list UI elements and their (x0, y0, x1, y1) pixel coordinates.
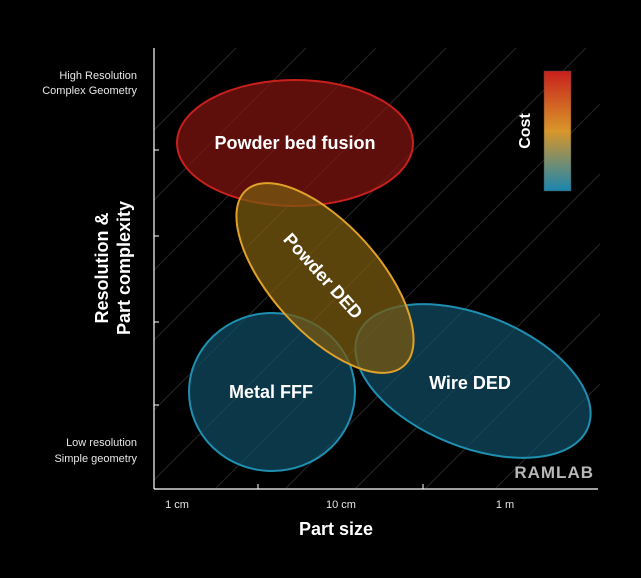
cost-label: Cost (517, 113, 534, 149)
y-bottom-label-line2: Simple geometry (54, 453, 137, 465)
y-axis-ticks (154, 149, 159, 406)
label-wire-ded: Wire DED (429, 373, 511, 393)
region-powder-ded (235, 182, 415, 374)
x-axis-ticks (257, 484, 424, 489)
y-axis-title: Resolution & Part complexity (92, 201, 134, 335)
x-axis-title: Part size (299, 519, 373, 539)
y-axis-title-line1: Resolution & (92, 213, 112, 324)
region-metal-fff (188, 312, 356, 472)
ramlab-logo: RAMLAB (514, 463, 594, 482)
label-powder-bed-fusion: Powder bed fusion (214, 133, 375, 153)
label-metal-fff: Metal FFF (229, 382, 313, 402)
y-bottom-label-line1: Low resolution (66, 437, 137, 449)
x-tick-1m: 1 m (496, 499, 514, 511)
y-axis-title-line2: Part complexity (114, 201, 134, 335)
y-top-label-line2: Complex Geometry (42, 85, 137, 97)
y-top-label-line1: High Resolution (59, 70, 137, 82)
x-tick-1cm: 1 cm (165, 499, 189, 511)
cost-gradient-bar (543, 70, 572, 192)
x-tick-10cm: 10 cm (326, 499, 356, 511)
